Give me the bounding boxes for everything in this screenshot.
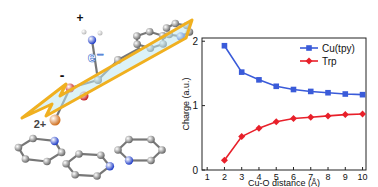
x-tick [362, 167, 363, 170]
series-marker [342, 111, 349, 118]
series-marker [325, 112, 332, 119]
x-tick-label: 8 [326, 172, 331, 182]
y-tick [202, 170, 205, 171]
atom [158, 146, 166, 154]
molecule-illustration [15, 20, 194, 180]
x-tick-label: 1 [205, 172, 210, 182]
y-tick-label: 2 [192, 36, 198, 47]
atom-h [82, 30, 87, 35]
atom [97, 151, 105, 159]
y-tick [202, 41, 205, 42]
series-marker [256, 77, 262, 83]
x-tick [293, 167, 294, 170]
plot-frame [202, 38, 366, 170]
atom [15, 144, 23, 152]
x-tick-label: 2 [222, 172, 227, 182]
atom [93, 172, 101, 180]
series-marker [273, 118, 280, 125]
series-marker [290, 115, 297, 122]
atom [50, 137, 58, 145]
plot-area [221, 43, 366, 164]
annotation: 2+ [34, 118, 47, 130]
series-line [224, 114, 362, 160]
series-marker [308, 89, 314, 95]
atom-n [88, 36, 96, 44]
legend-label: Trp [322, 56, 337, 67]
annotation: e⁻ [88, 48, 104, 65]
x-tick-label: 10 [358, 172, 368, 182]
y-tick-label: 1 [192, 100, 198, 111]
x-tick-label: 3 [239, 172, 244, 182]
atom [71, 171, 79, 179]
atom [163, 24, 171, 32]
atom-cu [50, 115, 61, 126]
series-marker [221, 157, 228, 164]
annotation: - [60, 67, 65, 83]
series-marker [325, 90, 331, 96]
x-tick [224, 167, 225, 170]
x-tick [258, 167, 259, 170]
atom [58, 149, 66, 157]
series-marker [291, 87, 297, 93]
atom [172, 20, 180, 28]
atom [147, 157, 155, 165]
legend-marker [306, 58, 313, 65]
annotation: + [76, 11, 83, 25]
atoms [15, 20, 194, 180]
y-tick-label: 0 [192, 165, 198, 176]
atom [75, 150, 83, 158]
atom [125, 156, 133, 164]
series-marker [273, 83, 279, 89]
atom [62, 160, 70, 168]
x-axis-label: Cu-O distance (Å) [248, 178, 320, 187]
arrow [22, 20, 192, 118]
atom [43, 158, 51, 166]
atom [147, 136, 155, 144]
series-marker [359, 110, 366, 117]
series-marker [222, 43, 228, 49]
x-tick [241, 167, 242, 170]
atom [125, 136, 133, 144]
x-tick [276, 167, 277, 170]
series-marker [307, 114, 314, 121]
x-tick [345, 167, 346, 170]
series-marker [255, 125, 262, 132]
atom [106, 162, 114, 170]
atom [146, 28, 154, 36]
x-tick [310, 167, 311, 170]
series-marker [360, 92, 366, 98]
x-tick [207, 167, 208, 170]
series-marker [342, 91, 348, 97]
series-marker [239, 69, 245, 75]
atom [22, 155, 30, 163]
atom-h [98, 31, 103, 36]
atom [29, 135, 37, 143]
atom [133, 40, 141, 48]
atom [133, 32, 141, 40]
legend: Cu(tpy) Trp [300, 43, 355, 67]
legend-marker [306, 45, 312, 51]
y-tick [202, 105, 205, 106]
atom [114, 146, 122, 154]
legend-label: Cu(tpy) [322, 43, 355, 54]
y-axis-label: Charge (a.u.) [181, 77, 191, 130]
series-marker [238, 133, 245, 140]
x-tick [328, 167, 329, 170]
x-tick-label: 9 [343, 172, 348, 182]
